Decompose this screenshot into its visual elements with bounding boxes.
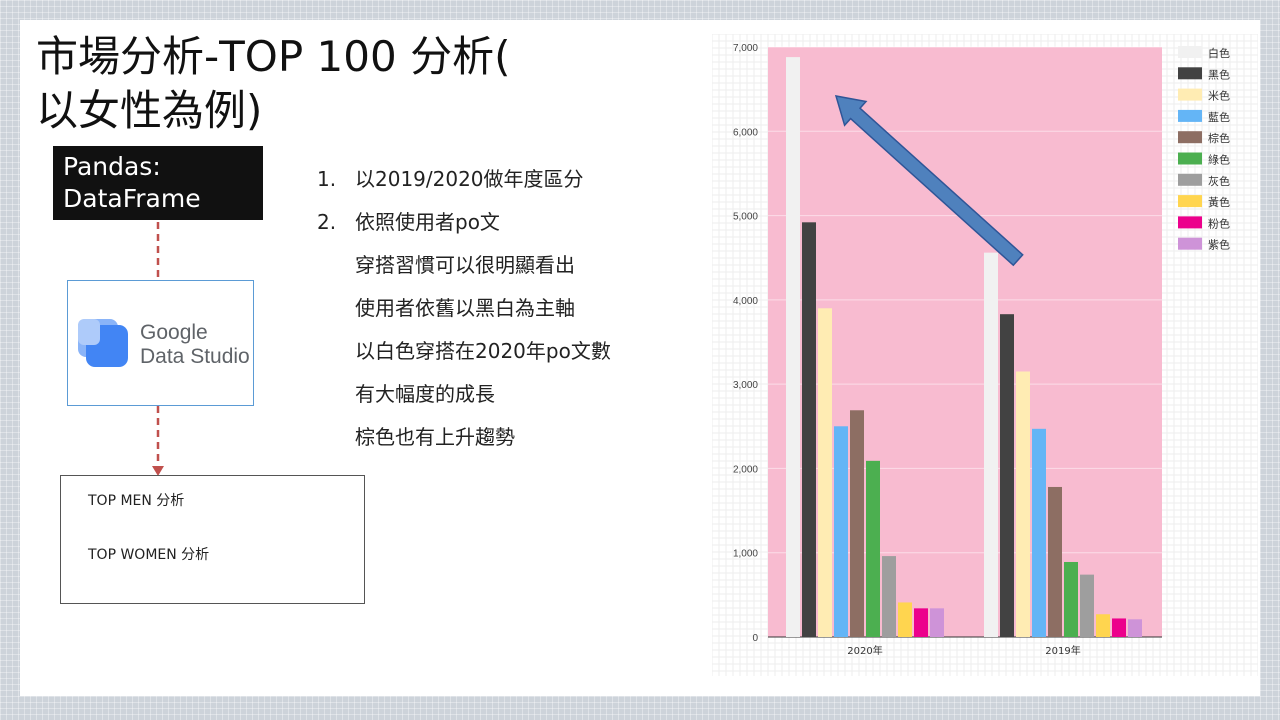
google-data-studio-box: Google Data Studio bbox=[67, 280, 254, 406]
legend-label: 棕色 bbox=[1208, 131, 1230, 145]
bar-灰色 bbox=[1080, 574, 1094, 637]
bar-紫色 bbox=[930, 608, 944, 637]
bar-黃色 bbox=[1096, 614, 1110, 637]
gds-label-line-1: Google bbox=[140, 321, 208, 344]
legend-swatch bbox=[1178, 195, 1202, 208]
y-tick-label: 5,000 bbox=[733, 212, 758, 223]
y-tick-label: 7,000 bbox=[733, 43, 758, 54]
y-tick-label: 1,000 bbox=[733, 549, 758, 560]
bullet-text: 以白色穿搭在2020年po文數 bbox=[355, 339, 611, 363]
legend-swatch bbox=[1178, 216, 1202, 229]
legend-swatch bbox=[1178, 173, 1202, 186]
legend-label: 灰色 bbox=[1208, 174, 1230, 188]
bullet-text: 棕色也有上升趨勢 bbox=[355, 425, 515, 449]
gds-label-line-2: Data Studio bbox=[140, 345, 250, 368]
legend-label: 白色 bbox=[1208, 46, 1230, 60]
legend-label: 黃色 bbox=[1208, 195, 1230, 209]
y-tick-label: 4,000 bbox=[733, 296, 758, 307]
legend-swatch bbox=[1178, 46, 1202, 58]
legend-label: 綠色 bbox=[1208, 153, 1230, 167]
bullet-item: 1. 以2019/2020做年度區分 bbox=[317, 158, 717, 201]
pandas-label-line-2: DataFrame bbox=[63, 184, 201, 213]
x-tick-label: 2020年 bbox=[847, 644, 882, 657]
bullet-text: 依照使用者po文 bbox=[355, 210, 500, 234]
bar-黑色 bbox=[1000, 314, 1014, 637]
bullet-text: 穿搭習慣可以很明顯看出 bbox=[355, 253, 575, 277]
bar-棕色 bbox=[850, 410, 864, 637]
bullet-item: 以白色穿搭在2020年po文數 bbox=[317, 330, 717, 373]
google-data-studio-logo-icon bbox=[78, 319, 128, 367]
legend-swatch bbox=[1178, 88, 1202, 101]
legend-swatch bbox=[1178, 67, 1202, 80]
bar-粉色 bbox=[1112, 618, 1126, 637]
trend-arrow-icon bbox=[834, 95, 1024, 267]
bullet-item: 棕色也有上升趨勢 bbox=[317, 416, 717, 459]
bullet-number: 2. bbox=[317, 210, 337, 234]
bullet-item: 2. 依照使用者po文 bbox=[317, 201, 717, 244]
slide-title: 市場分析-TOP 100 分析( 以女性為例) bbox=[36, 30, 696, 138]
bar-灰色 bbox=[882, 556, 896, 637]
bar-綠色 bbox=[866, 460, 880, 637]
legend-label: 米色 bbox=[1208, 89, 1230, 103]
legend-swatch bbox=[1178, 131, 1202, 144]
bar-黃色 bbox=[898, 602, 912, 637]
pandas-dataframe-box: Pandas: DataFrame bbox=[53, 146, 263, 220]
plot-area bbox=[768, 47, 1162, 637]
top-men-label: TOP MEN 分析 bbox=[88, 493, 185, 509]
legend-label: 紫色 bbox=[1208, 238, 1230, 252]
bar-白色 bbox=[786, 57, 800, 638]
bar-棕色 bbox=[1048, 486, 1062, 637]
bar-米色 bbox=[1016, 371, 1030, 637]
title-line-2: 以女性為例) bbox=[36, 86, 263, 135]
bar-黑色 bbox=[802, 222, 816, 638]
connector-arrow-2 bbox=[152, 406, 164, 476]
top-women-label: TOP WOMEN 分析 bbox=[88, 547, 210, 563]
x-tick-label: 2019年 bbox=[1045, 644, 1080, 657]
bullet-number: 1. bbox=[317, 167, 337, 191]
legend-swatch bbox=[1178, 152, 1202, 165]
legend-swatch bbox=[1178, 237, 1202, 250]
y-tick-label: 2,000 bbox=[733, 464, 758, 475]
bullet-text: 有大幅度的成長 bbox=[355, 382, 495, 406]
y-tick-label: 3,000 bbox=[733, 380, 758, 391]
legend-swatch bbox=[1178, 109, 1202, 122]
y-tick-label: 6,000 bbox=[733, 127, 758, 138]
color-bar-chart: 0 1,000 2,000 3,000 4,000 5,000 6,000 7,000 2020… bbox=[712, 34, 1258, 676]
bullet-text: 使用者依舊以黑白為主軸 bbox=[355, 296, 575, 320]
legend-label: 黑色 bbox=[1208, 67, 1230, 81]
bullet-item: 有大幅度的成長 bbox=[317, 373, 717, 416]
bar-粉色 bbox=[914, 608, 928, 637]
google-data-studio-label: Google Data Studio bbox=[140, 321, 250, 369]
bar-藍色 bbox=[834, 426, 848, 637]
bar-白色 bbox=[984, 252, 998, 637]
slide: 市場分析-TOP 100 分析( 以女性為例) Pandas: DataFram… bbox=[20, 20, 1260, 696]
legend-label: 粉色 bbox=[1208, 216, 1230, 230]
bullet-list: 1. 以2019/2020做年度區分 2. 依照使用者po文穿搭習慣可以很明顯看出 使用… bbox=[317, 158, 717, 459]
legend-label: 藍色 bbox=[1208, 110, 1230, 124]
bar-米色 bbox=[818, 308, 832, 637]
top-analysis-box: TOP MEN 分析 TOP WOMEN 分析 bbox=[60, 475, 365, 604]
bullet-item: 穿搭習慣可以很明顯看出 bbox=[317, 244, 717, 287]
bar-藍色 bbox=[1032, 428, 1046, 637]
bullet-item: 使用者依舊以黑白為主軸 bbox=[317, 287, 717, 330]
title-line-1: 市場分析-TOP 100 分析( bbox=[36, 32, 511, 81]
pandas-label-line-1: Pandas: bbox=[63, 152, 161, 181]
y-tick-label: 0 bbox=[752, 633, 758, 644]
bullet-text: 以2019/2020做年度區分 bbox=[355, 167, 584, 191]
bar-紫色 bbox=[1128, 619, 1142, 637]
bar-綠色 bbox=[1064, 561, 1078, 637]
